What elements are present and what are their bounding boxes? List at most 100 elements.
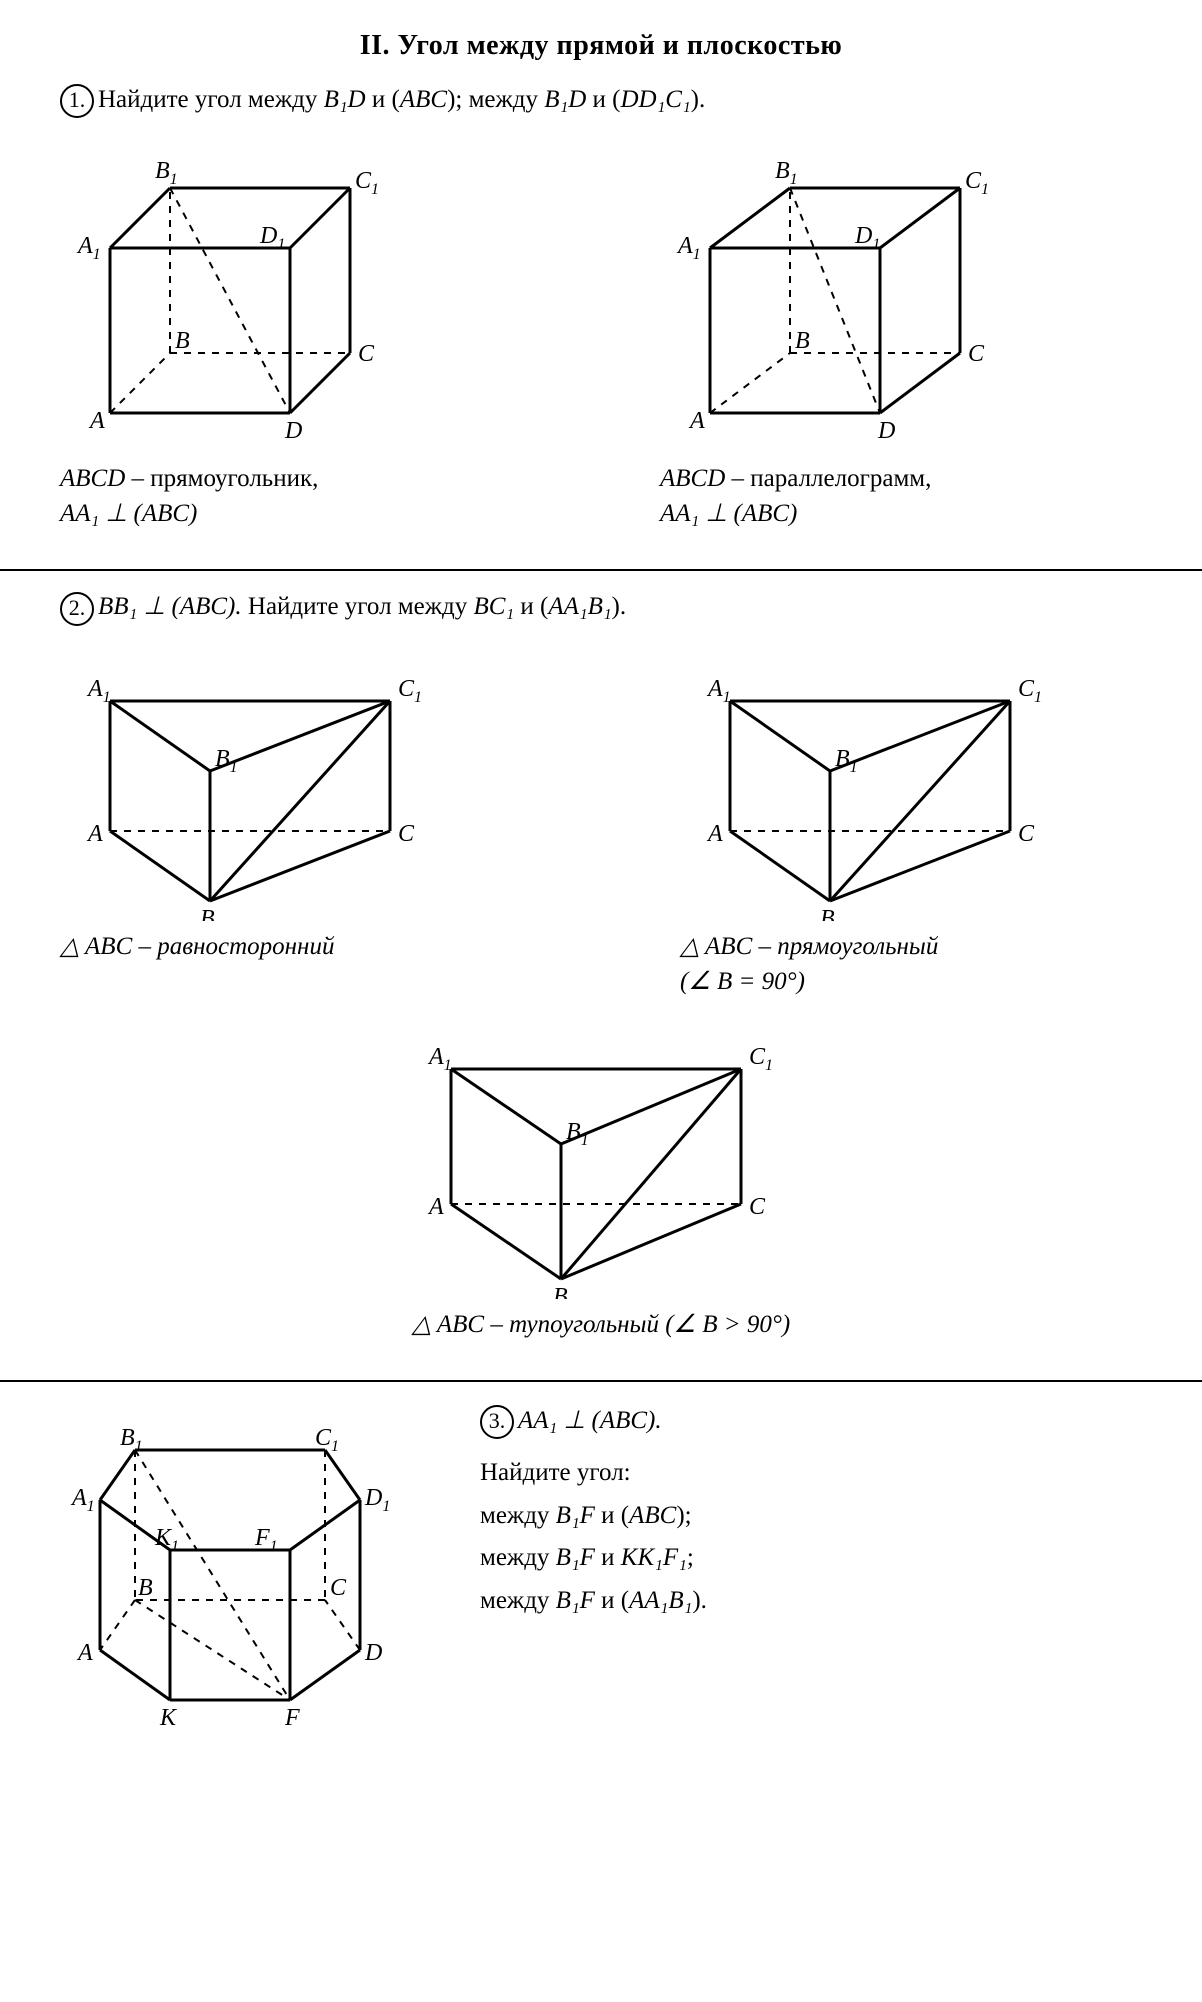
f1b-c1: ABCD – — [660, 465, 750, 492]
page-title: II. Угол между прямой и плоскостью — [60, 30, 1142, 62]
cube-1b-svg: A D C B A1 D1 C1 B1 — [660, 133, 1020, 453]
figure-3: A K F D C B A1 K1 F1 D1 C1 B1 — [60, 1400, 440, 1730]
h-D: D — [364, 1640, 382, 1666]
p2a-A: A — [86, 821, 103, 847]
p2-bb1: BB₁ ⊥ (ABC). — [98, 593, 248, 620]
lbl2-A1: A1 — [676, 233, 701, 263]
p2a-C1: C1 — [398, 676, 422, 706]
p2b-A: A — [706, 821, 723, 847]
p1-t3: ); между — [447, 86, 544, 113]
p2-close: ). — [612, 593, 627, 620]
p2b-B: B — [820, 906, 835, 921]
h-K1: K1 — [154, 1525, 179, 1555]
p1-dd1c1: DD₁C₁ — [621, 86, 691, 113]
problem-2-number: 2. — [60, 592, 94, 626]
f1b-shape: параллелограмм, — [750, 465, 931, 492]
p2-aa1b1: AA₁B₁ — [548, 593, 611, 620]
lbl2-B1: B1 — [775, 158, 798, 188]
figure-1a-caption: ABCD – прямоугольник, AA₁ ⊥ (ABC) — [60, 461, 318, 531]
prism-2b-svg: A B C A1 B1 C1 — [680, 641, 1080, 921]
problem-2-prompt: 2.BB₁ ⊥ (ABC). Найдите угол между BC₁ и … — [60, 589, 1142, 625]
lbl-D1: D1 — [259, 223, 285, 253]
h-C: C — [330, 1575, 347, 1601]
p1-abc: ABC — [400, 86, 447, 113]
lbl2-D: D — [877, 418, 895, 444]
p1-t2: и ( — [366, 86, 400, 113]
f2b-l1: △ ABC – прямоугольный — [680, 933, 938, 960]
p2c-B1: B1 — [566, 1119, 589, 1149]
f2b-l2: (∠ B = 90°) — [680, 968, 805, 995]
lbl-A: A — [88, 408, 105, 434]
p3-l3: между B₁F и KK₁F₁; — [480, 1537, 707, 1580]
p2c-A: A — [427, 1194, 444, 1220]
p2c-B: B — [553, 1284, 568, 1299]
lbl-C: C — [358, 341, 375, 367]
f1a-shape: прямоугольник, — [150, 465, 318, 492]
lbl2-C: C — [968, 341, 985, 367]
h-A1: A1 — [70, 1485, 95, 1515]
p2-and: и ( — [514, 593, 548, 620]
p1-b1d2: B₁D — [544, 86, 586, 113]
p3-cond: AA₁ ⊥ (ABC). — [518, 1407, 662, 1434]
p2a-A1: A1 — [86, 676, 111, 706]
p2b-C: C — [1018, 821, 1035, 847]
problem-3: A K F D C B A1 K1 F1 D1 C1 B1 — [60, 1400, 1142, 1750]
figure-2a: A B C A1 B1 C1 △ ABC – равносторонний — [60, 641, 460, 999]
h-B: B — [138, 1575, 153, 1601]
h-A: A — [76, 1640, 93, 1666]
problem-1-prompt: 1.Найдите угол между B₁D и (ABC); между … — [60, 82, 1142, 118]
p2b-A1: A1 — [706, 676, 731, 706]
problem-1-number: 1. — [60, 84, 94, 118]
p1-t1: Найдите угол между — [98, 86, 324, 113]
figure-2b: A B C A1 B1 C1 △ ABC – прямоугольный (∠ … — [680, 641, 1080, 999]
lbl2-C1: C1 — [965, 168, 989, 198]
p3-l1: Найдите угол: — [480, 1452, 707, 1495]
figure-2c-caption: △ ABC – тупоугольный (∠ B > 90°) — [391, 1307, 811, 1342]
p1-b1d: B₁D — [324, 86, 366, 113]
h-D1: D1 — [364, 1485, 390, 1515]
p3-l2: между B₁F и (ABC); — [480, 1495, 707, 1538]
divider-2 — [0, 1380, 1202, 1382]
p2a-B: B — [200, 906, 215, 921]
problem-1: 1.Найдите угол между B₁D и (ABC); между … — [60, 82, 1142, 551]
h-F1: F1 — [254, 1525, 278, 1555]
p2c-A1: A1 — [427, 1044, 452, 1074]
hex-prism-svg: A K F D C B A1 K1 F1 D1 C1 B1 — [60, 1400, 440, 1730]
figure-1b: A D C B A1 D1 C1 B1 ABCD – параллелограм… — [660, 133, 1020, 531]
figure-2a-caption: △ ABC – равносторонний — [60, 929, 334, 964]
lbl-D: D — [284, 418, 302, 444]
problem-3-number: 3. — [480, 1405, 514, 1439]
lbl-A1: A1 — [76, 233, 101, 263]
cube-1a-svg: A D C B A1 D1 C1 B1 — [60, 133, 420, 453]
h-C1: C1 — [315, 1425, 339, 1455]
p1-t5: ). — [691, 86, 706, 113]
lbl2-D1: D1 — [854, 223, 880, 253]
h-B1: B1 — [120, 1425, 143, 1455]
prism-2c-svg: A B C A1 B1 C1 — [391, 1009, 811, 1299]
p2-bc1: BC₁ — [473, 593, 514, 620]
p2b-B1: B1 — [835, 746, 858, 776]
lbl-B1: B1 — [155, 158, 178, 188]
p2b-C1: C1 — [1018, 676, 1042, 706]
figure-2b-caption: △ ABC – прямоугольный (∠ B = 90°) — [680, 929, 938, 999]
p2c-C1: C1 — [749, 1044, 773, 1074]
lbl-C1: C1 — [355, 168, 379, 198]
divider-1 — [0, 569, 1202, 571]
f1a-c2: AA₁ ⊥ (ABC) — [60, 500, 197, 527]
figure-1b-caption: ABCD – параллелограмм, AA₁ ⊥ (ABC) — [660, 461, 931, 531]
f1b-c2: AA₁ ⊥ (ABC) — [660, 500, 797, 527]
problem-2: 2.BB₁ ⊥ (ABC). Найдите угол между BC₁ и … — [60, 589, 1142, 1361]
h-F: F — [284, 1705, 300, 1730]
h-K: K — [159, 1705, 178, 1730]
problem-3-text: 3.AA₁ ⊥ (ABC). Найдите угол: между B₁F и… — [480, 1400, 707, 1623]
lbl2-B: B — [795, 328, 810, 354]
p1-t4: и ( — [586, 86, 620, 113]
figure-1a: A D C B A1 D1 C1 B1 ABCD – прямоугольник… — [60, 133, 420, 531]
p2c-C: C — [749, 1194, 766, 1220]
lbl-B: B — [175, 328, 190, 354]
p2a-C: C — [398, 821, 415, 847]
prism-2a-svg: A B C A1 B1 C1 — [60, 641, 460, 921]
lbl2-A: A — [688, 408, 705, 434]
f1a-c1: ABCD – — [60, 465, 150, 492]
p2a-B1: B1 — [215, 746, 238, 776]
